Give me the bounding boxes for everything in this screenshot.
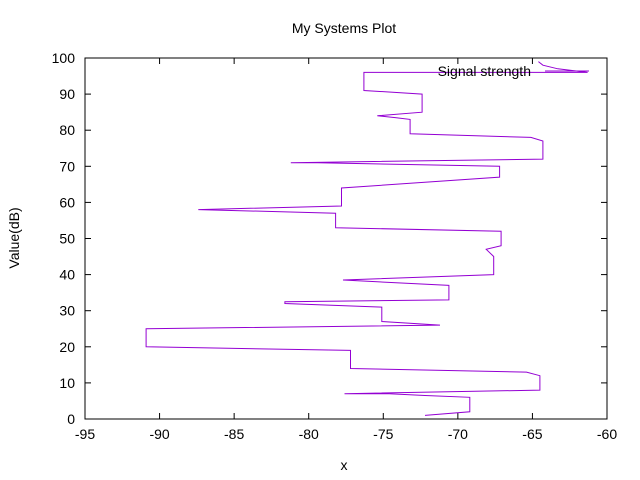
x-axis-title: x <box>341 457 348 473</box>
x-tick-label: -95 <box>75 426 95 442</box>
y-tick-label: 60 <box>59 194 75 210</box>
x-tick-label: -90 <box>149 426 169 442</box>
y-tick-label: 20 <box>59 339 75 355</box>
y-tick-label: 30 <box>59 303 75 319</box>
y-axis-title: Value(dB) <box>6 207 22 268</box>
y-tick-label: 0 <box>67 411 75 427</box>
x-tick-label: -80 <box>299 426 319 442</box>
chart-title: My Systems Plot <box>292 20 396 36</box>
y-tick-label: 10 <box>59 375 75 391</box>
series-line <box>145 61 588 416</box>
x-tick-label: -60 <box>597 426 617 442</box>
y-axis: 0 10 20 30 40 50 60 70 80 90 100 <box>52 50 607 427</box>
y-tick-label: 70 <box>59 158 75 174</box>
y-tick-label: 40 <box>59 267 75 283</box>
series-layer <box>145 61 588 416</box>
y-tick-label: 50 <box>59 231 75 247</box>
y-tick-label: 100 <box>52 50 76 66</box>
y-tick-label: 90 <box>59 86 75 102</box>
x-axis: -95 -90 -85 -80 -75 -70 -65 -60 <box>75 58 617 442</box>
x-tick-label: -75 <box>373 426 393 442</box>
plot-frame <box>84 57 608 420</box>
x-tick-label: -70 <box>448 426 468 442</box>
legend-label: Signal strength <box>438 63 531 79</box>
y-tick-label: 80 <box>59 122 75 138</box>
x-tick-label: -85 <box>224 426 244 442</box>
plot-area <box>84 57 608 420</box>
legend: Signal strength <box>438 63 589 79</box>
x-tick-label: -65 <box>522 426 542 442</box>
